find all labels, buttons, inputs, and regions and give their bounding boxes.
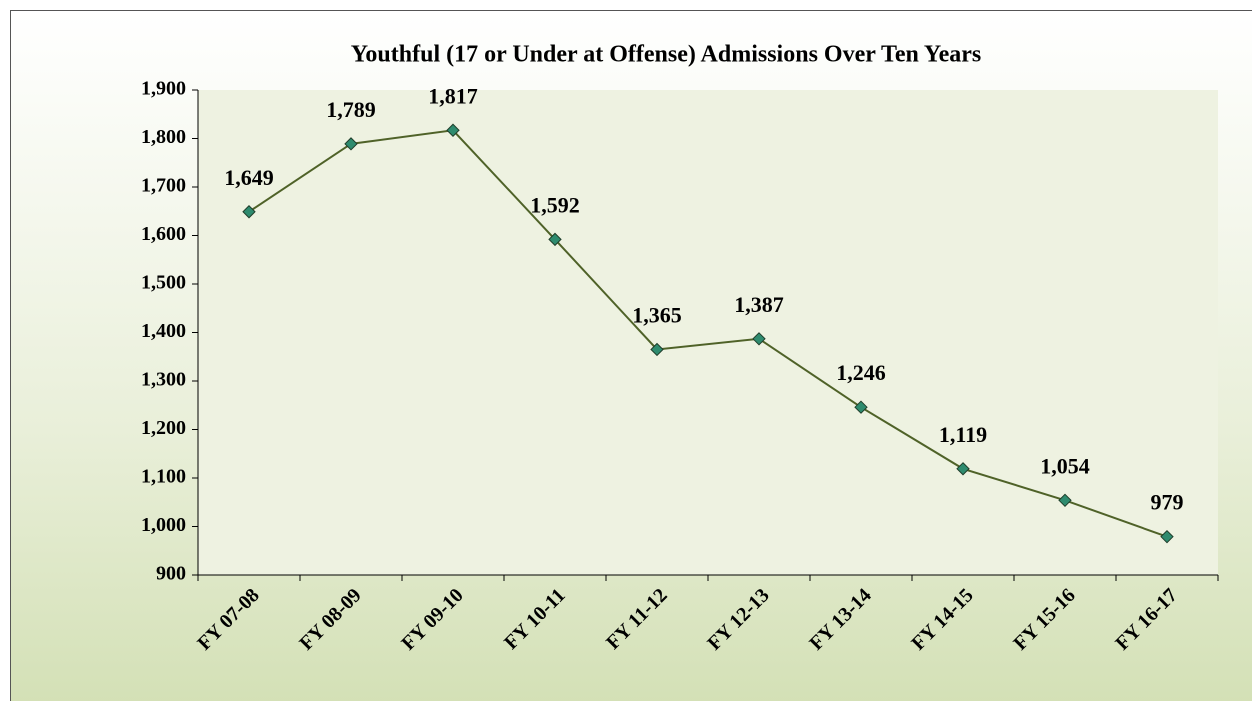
marker <box>1160 529 1174 544</box>
marker <box>752 332 766 346</box>
data-label: 1,387 <box>734 292 784 317</box>
data-label: 1,592 <box>530 192 580 217</box>
y-tick-label: 1,500 <box>141 272 186 294</box>
y-tick-label: 1,300 <box>141 369 186 391</box>
y-tick-label: 1,600 <box>141 223 186 245</box>
data-label: 1,119 <box>939 422 987 447</box>
marker <box>242 205 256 219</box>
marker <box>650 342 664 357</box>
y-tick-label: 1,900 <box>141 78 186 100</box>
data-label: 979 <box>1151 490 1184 515</box>
line <box>248 129 1168 538</box>
data-label: 1,789 <box>326 97 376 122</box>
y-tick-label: 1,100 <box>141 466 186 488</box>
marker <box>344 137 358 151</box>
y-tick-label: 1,400 <box>141 320 186 342</box>
y-tick-label: 1,800 <box>141 126 186 148</box>
y-tick-label: 1,700 <box>141 175 186 197</box>
data-label: 1,246 <box>836 360 886 385</box>
data-label: 1,649 <box>224 165 274 190</box>
data-label: 1,817 <box>428 83 478 108</box>
y-tick-label: 1,000 <box>141 514 186 536</box>
chart-title: Youthful (17 or Under at Offense) Admiss… <box>351 42 982 68</box>
y-tick-label: 1,200 <box>141 417 186 439</box>
data-label: 1,365 <box>632 303 682 328</box>
data-label: 1,054 <box>1040 453 1090 478</box>
marker <box>956 462 970 476</box>
marker <box>1058 493 1072 508</box>
marker <box>446 123 460 137</box>
y-tick-label: 900 <box>156 563 186 585</box>
marker <box>854 400 868 414</box>
marker <box>548 232 562 247</box>
